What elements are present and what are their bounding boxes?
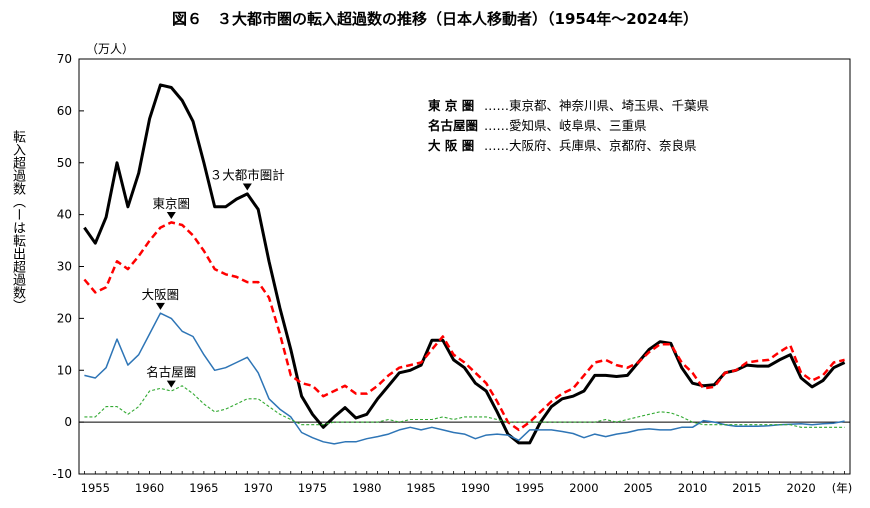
y-axis-label: 転入超過数（ーは転出超過数） [10, 130, 25, 312]
y-tick-label: 20 [57, 311, 72, 325]
y-tick-label: 10 [57, 363, 72, 377]
series-line [84, 385, 845, 428]
x-tick-label: 2000 [569, 481, 598, 495]
legend-members: ……大阪府、兵庫県、京都府、奈良県 [484, 138, 697, 153]
legend-members: ……東京都、神奈川県、埼玉県、千葉県 [484, 98, 710, 113]
legend-key: 名古屋圏 [428, 118, 479, 133]
legend-key: 大 阪 圏 [428, 138, 475, 153]
y-tick-label: 50 [57, 156, 72, 170]
y-tick-label: 0 [64, 415, 72, 429]
annotation-marker [242, 183, 252, 191]
x-tick-label: 1975 [298, 481, 327, 495]
annotation-marker [155, 302, 165, 310]
chart-title: 図６ ３大都市圏の転入超過数の推移（日本人移動者）（1954年～2024年） [172, 10, 698, 28]
legend-members: ……愛知県、岐阜県、三重県 [484, 118, 647, 133]
legend-row-tokyo: 東 京 圏 ……東京都、神奈川県、埼玉県、千葉県 [428, 96, 709, 116]
y-tick-label: -10 [52, 467, 72, 481]
x-tick-label: 2020 [786, 481, 815, 495]
series-line [84, 312, 845, 445]
y-tick-label: 40 [57, 208, 72, 222]
series-line [83, 221, 845, 432]
x-tick-label: 1970 [244, 481, 273, 495]
legend-row-osaka: 大 阪 圏 ……大阪府、兵庫県、京都府、奈良県 [428, 136, 709, 156]
x-tick-label: 1990 [461, 481, 490, 495]
x-tick-label: 1980 [352, 481, 381, 495]
annotation-label: 名古屋圏 [146, 365, 196, 380]
y-tick-label: 70 [57, 52, 72, 66]
x-tick-label: 1995 [515, 481, 544, 495]
y-tick-label: 30 [57, 260, 72, 274]
x-tick-label: 1960 [135, 481, 164, 495]
y-axis-unit: （万人） [86, 42, 135, 56]
annotation-label: 大阪圏 [142, 287, 180, 302]
x-tick-label: 2010 [678, 481, 707, 495]
legend-row-nagoya: 名古屋圏 ……愛知県、岐阜県、三重県 [428, 116, 709, 136]
x-axis-unit: (年) [832, 481, 852, 495]
x-tick-label: 2015 [732, 481, 761, 495]
annotation-marker [166, 380, 176, 388]
x-tick-label: 1985 [406, 481, 435, 495]
annotation-label: 東京圏 [153, 196, 191, 211]
y-tick-label: 60 [57, 104, 72, 118]
x-tick-label: 1965 [189, 481, 218, 495]
annotation-marker [166, 212, 176, 220]
annotation-label: ３大都市圏計 [210, 168, 285, 183]
legend: 東 京 圏 ……東京都、神奈川県、埼玉県、千葉県 名古屋圏 ……愛知県、岐阜県、三重… [428, 96, 709, 156]
x-tick-label: 1955 [81, 481, 110, 495]
legend-key: 東 京 圏 [428, 98, 475, 113]
x-tick-label: 2005 [624, 481, 653, 495]
